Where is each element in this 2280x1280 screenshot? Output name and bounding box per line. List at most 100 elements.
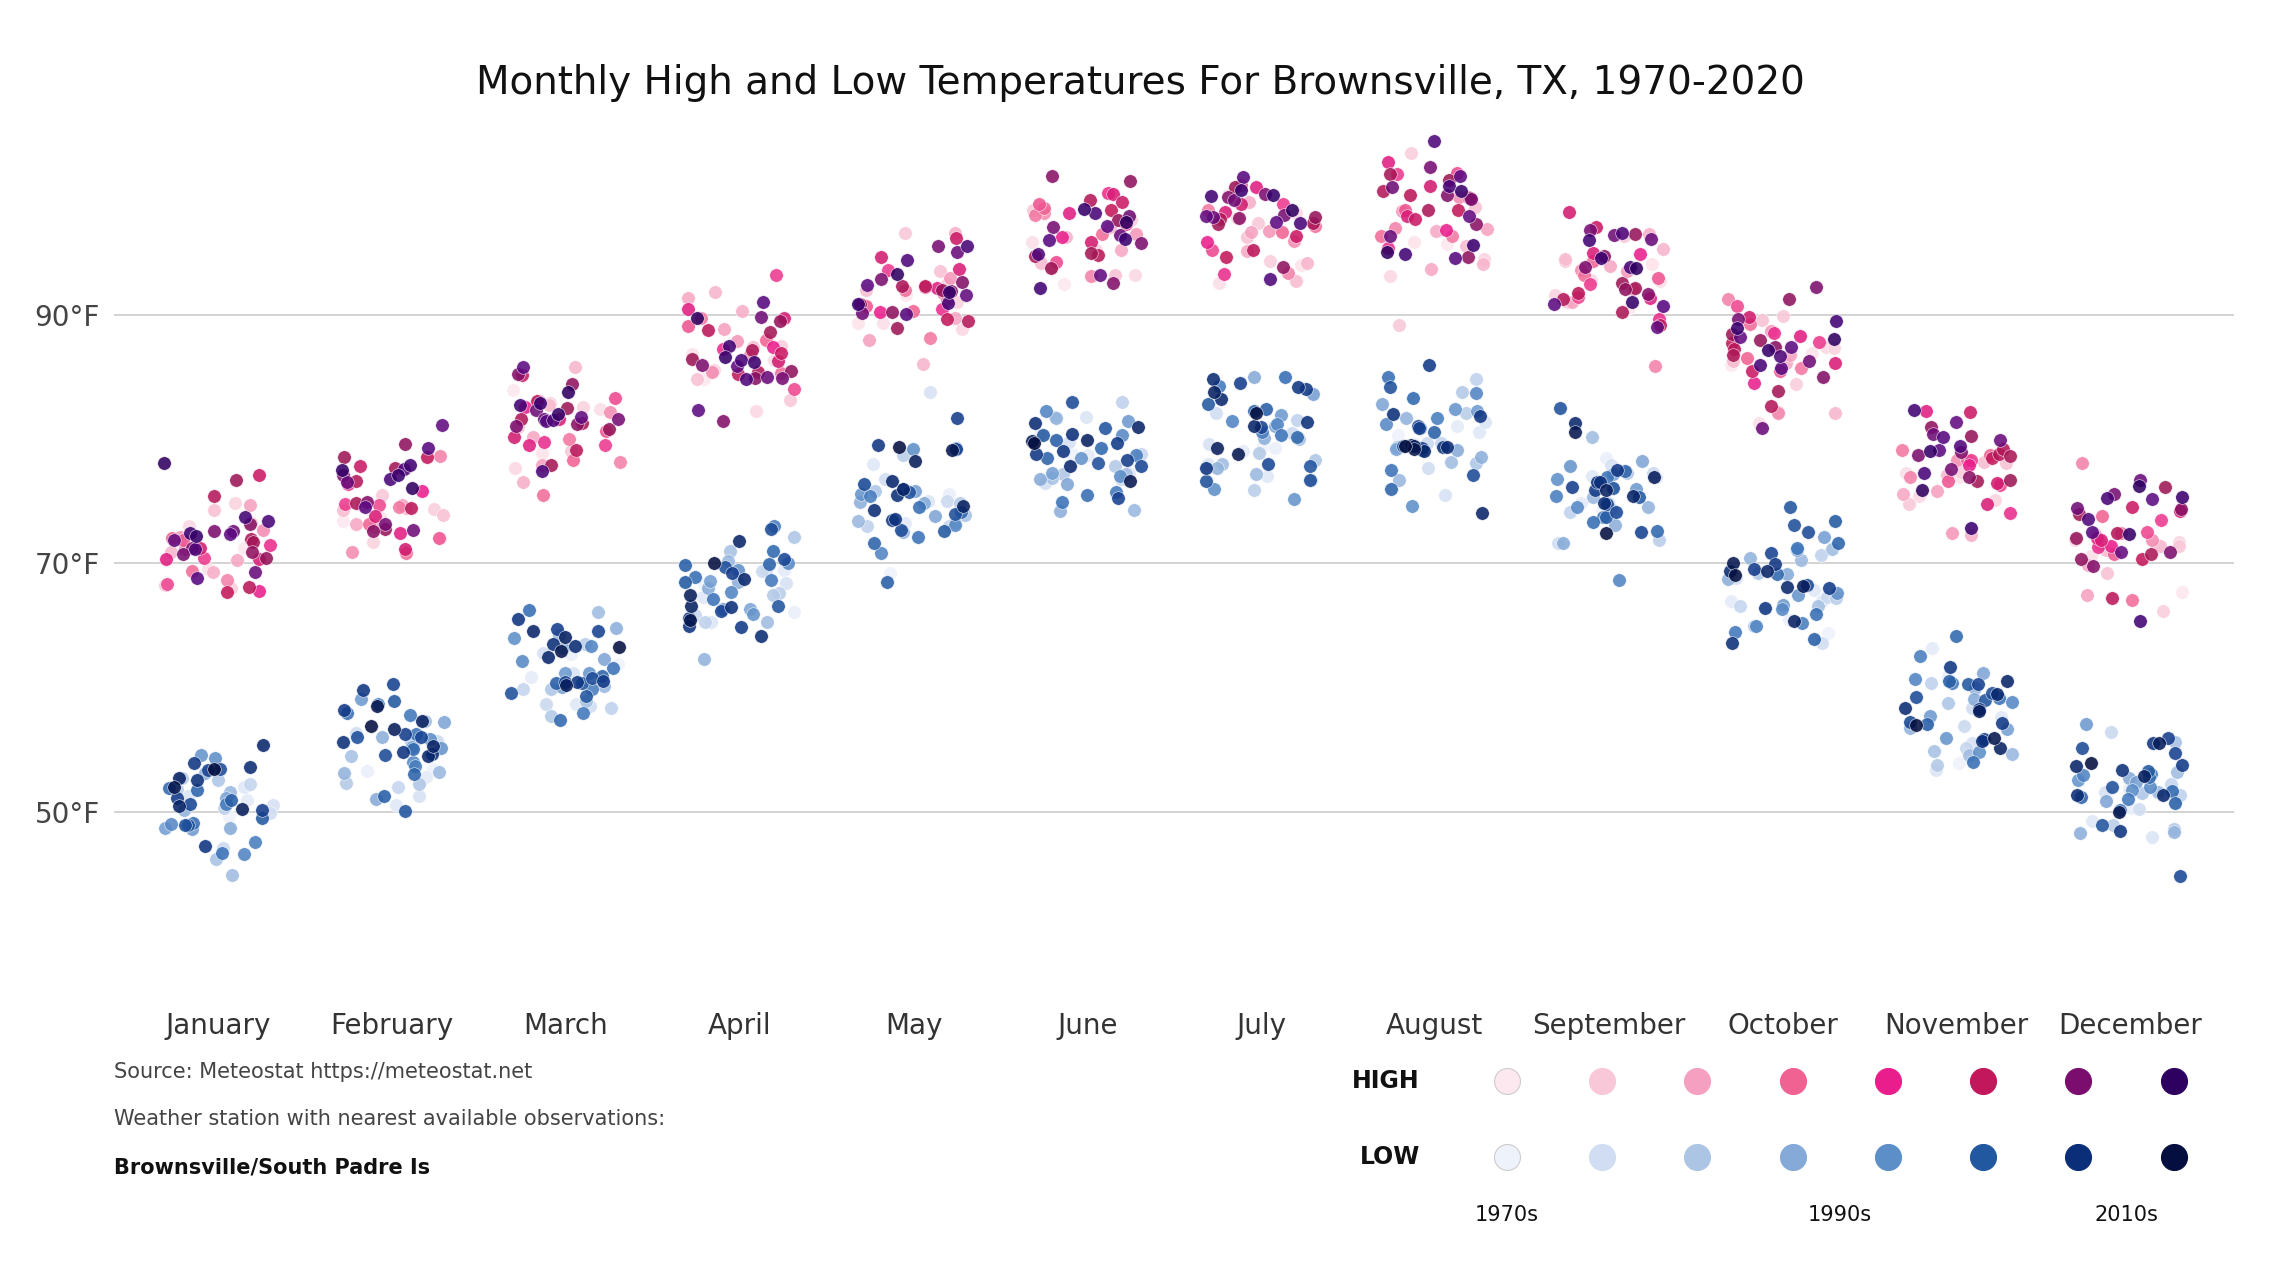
- Point: [1981, 737, 2018, 758]
- Point: [524, 443, 561, 463]
- Point: [545, 677, 581, 698]
- Point: [727, 369, 764, 389]
- Point: [2134, 544, 2171, 564]
- Point: [556, 440, 593, 461]
- Point: [1587, 448, 1623, 468]
- Point: [1715, 333, 1751, 353]
- Point: [565, 703, 602, 723]
- Point: [1594, 456, 1630, 476]
- Point: [1731, 548, 1767, 568]
- Point: [921, 260, 958, 280]
- Point: [1562, 260, 1598, 280]
- Point: [705, 411, 741, 431]
- Point: [1933, 673, 1970, 694]
- Point: [212, 524, 249, 544]
- Point: [2082, 530, 2118, 550]
- Point: [2114, 799, 2150, 819]
- Point: [1108, 449, 1145, 470]
- Text: 2010s: 2010s: [2093, 1204, 2159, 1225]
- Point: [1031, 230, 1067, 251]
- Point: [1610, 261, 1646, 282]
- Point: [1452, 188, 1489, 209]
- Point: [755, 337, 791, 357]
- Point: [1202, 209, 1238, 229]
- Point: [586, 649, 622, 669]
- Point: [1281, 429, 1318, 449]
- Point: [536, 634, 572, 654]
- Point: [1589, 493, 1626, 513]
- Point: [2155, 822, 2191, 842]
- Point: [415, 759, 451, 780]
- Point: [554, 451, 591, 471]
- Point: [1637, 467, 1674, 488]
- Point: [189, 759, 226, 780]
- Point: [392, 454, 429, 475]
- Point: [1573, 466, 1610, 486]
- Point: [1021, 468, 1058, 489]
- Point: [1037, 252, 1074, 273]
- Point: [1783, 549, 1819, 570]
- Point: [1414, 259, 1450, 279]
- Point: [873, 471, 910, 492]
- Point: [1899, 716, 1936, 736]
- Point: [1190, 200, 1227, 220]
- Point: [670, 608, 707, 628]
- Point: [1737, 616, 1774, 636]
- Point: [342, 689, 378, 709]
- Point: [743, 561, 780, 581]
- Point: [2075, 810, 2111, 831]
- Point: [1981, 430, 2018, 451]
- Point: [326, 465, 363, 485]
- Point: [720, 571, 757, 591]
- Point: [1290, 456, 1327, 476]
- Point: [549, 429, 586, 449]
- Point: [1104, 425, 1140, 445]
- Point: [337, 515, 374, 535]
- Point: [162, 526, 198, 547]
- Point: [1947, 716, 1984, 736]
- Point: [1993, 744, 2029, 764]
- Point: [328, 772, 365, 792]
- Point: [1756, 323, 1792, 343]
- Point: [497, 426, 534, 447]
- Point: [242, 465, 278, 485]
- Point: [732, 344, 768, 365]
- Point: [937, 308, 974, 329]
- Point: [1017, 413, 1053, 434]
- Point: [1803, 632, 1840, 653]
- Point: [1224, 440, 1261, 461]
- Point: [1439, 439, 1475, 460]
- Point: [1817, 589, 1854, 609]
- Point: [1033, 467, 1069, 488]
- Point: [1715, 346, 1751, 366]
- Point: [1731, 314, 1767, 334]
- Point: [1081, 265, 1117, 285]
- Point: [1293, 470, 1329, 490]
- Point: [1224, 168, 1261, 188]
- Point: [1373, 460, 1409, 480]
- Point: [388, 458, 424, 479]
- Point: [684, 307, 720, 328]
- Point: [1097, 265, 1133, 285]
- Point: [1954, 518, 1990, 539]
- Text: 1990s: 1990s: [1808, 1204, 1872, 1225]
- Point: [506, 678, 543, 699]
- Point: [1238, 463, 1275, 484]
- Point: [249, 511, 285, 531]
- Point: [173, 561, 210, 581]
- Point: [684, 355, 720, 375]
- Point: [531, 393, 568, 413]
- Point: [1375, 403, 1411, 424]
- Point: [1370, 266, 1407, 287]
- Point: [1797, 276, 1833, 297]
- Point: [155, 777, 192, 797]
- Point: [196, 486, 233, 507]
- Point: [1195, 207, 1231, 228]
- Point: [214, 521, 251, 541]
- Point: [1924, 428, 1961, 448]
- Point: [923, 280, 960, 301]
- Point: [394, 737, 431, 758]
- Point: [1370, 238, 1407, 259]
- Point: [885, 521, 921, 541]
- Point: [1393, 435, 1430, 456]
